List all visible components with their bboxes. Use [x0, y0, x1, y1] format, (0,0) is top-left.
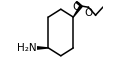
Text: O: O — [84, 8, 93, 18]
Polygon shape — [37, 47, 48, 49]
Polygon shape — [73, 5, 82, 17]
Text: H₂N: H₂N — [17, 43, 37, 53]
Text: O: O — [72, 2, 81, 12]
